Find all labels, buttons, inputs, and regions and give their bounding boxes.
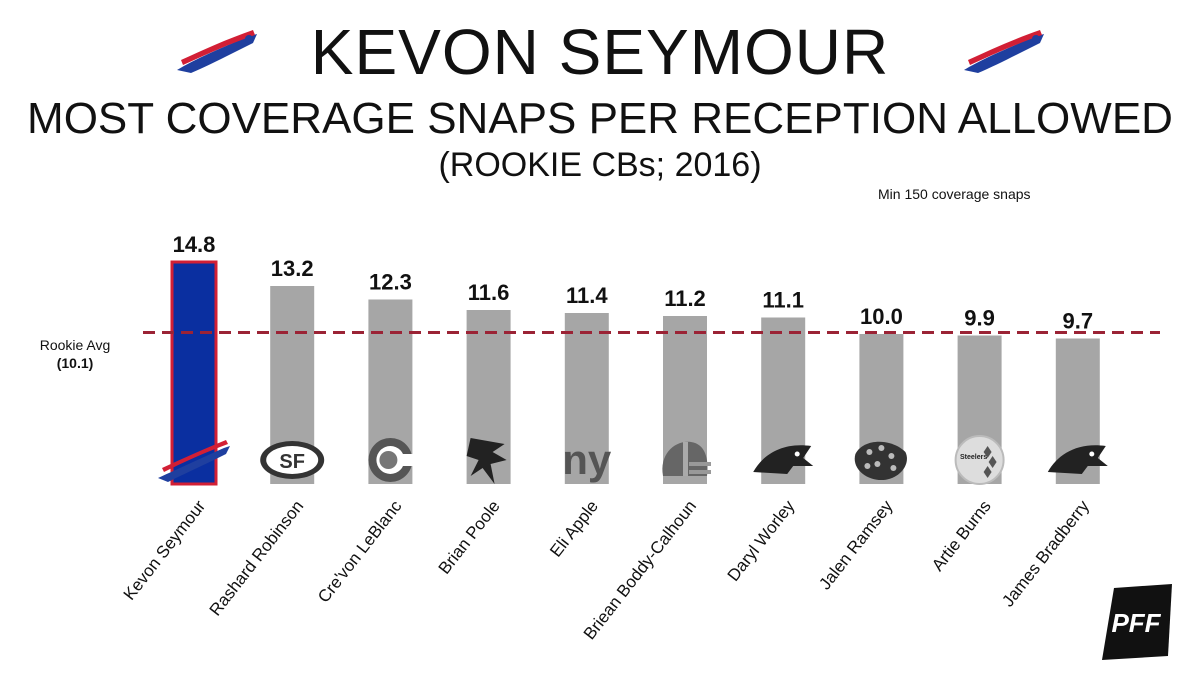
bar-kevon-seymour — [170, 260, 218, 486]
steelers-icon: Steelers — [954, 435, 1005, 485]
panthers-icon — [753, 445, 814, 474]
value-label: 11.4 — [566, 283, 608, 308]
bills-logo-icon — [964, 30, 1044, 73]
value-label: 11.1 — [762, 288, 804, 313]
category-label: Kevon Seymour — [120, 496, 210, 603]
category-label: Daryl Worley — [724, 496, 799, 585]
category-label: Brian Poole — [435, 497, 504, 578]
rookie-average-text: Rookie Avg — [39, 337, 111, 353]
bears-icon — [368, 438, 415, 482]
rookie-average-label: Rookie Avg (10.1) — [20, 336, 130, 372]
svg-text:Steelers: Steelers — [960, 454, 987, 461]
category-label: Rashard Robinson — [206, 497, 308, 620]
value-label: 9.7 — [1063, 309, 1094, 334]
value-label: 14.8 — [173, 232, 216, 257]
value-label: 13.2 — [271, 256, 314, 281]
minimum-note: Min 150 coverage snaps — [878, 186, 1031, 202]
bills-logo-icon — [177, 30, 257, 73]
category-label: Eli Apple — [546, 497, 602, 561]
browns-icon — [662, 441, 711, 476]
value-label: 11.6 — [468, 280, 510, 305]
value-label: 12.3 — [369, 270, 412, 295]
category-label: James Bradberry — [998, 496, 1093, 610]
value-label: 9.9 — [964, 306, 995, 331]
jaguars-icon — [854, 441, 907, 480]
pff-logo-text: PFF — [1111, 608, 1161, 638]
bills-icon — [158, 440, 230, 482]
category-label: Cre'von LeBlanc — [314, 496, 406, 606]
svg-text:ny: ny — [562, 436, 612, 483]
category-label: Artie Burns — [928, 497, 995, 575]
falcons-icon — [466, 438, 507, 484]
rookie-average-value: (10.1) — [56, 355, 94, 371]
value-label: 11.2 — [664, 286, 706, 311]
bar-eli-apple — [564, 313, 609, 484]
svg-text:SF: SF — [279, 451, 305, 473]
chart-subtitle: MOST COVERAGE SNAPS PER RECEPTION ALLOWE… — [27, 94, 1173, 143]
giants-icon: ny — [562, 436, 612, 483]
category-label: Briean Boddy-Calhoun — [580, 497, 700, 643]
panthers-icon — [1047, 445, 1108, 474]
pff-logo: PFF — [1102, 584, 1172, 660]
category-label: Jalen Ramsey — [815, 496, 897, 593]
chart-title: KEVON SEYMOUR — [310, 16, 890, 88]
chart-subtitle-qualifier: (ROOKIE CBs; 2016) — [438, 146, 762, 184]
49ers-icon: SF — [260, 441, 325, 479]
value-label: 10.0 — [860, 304, 903, 329]
